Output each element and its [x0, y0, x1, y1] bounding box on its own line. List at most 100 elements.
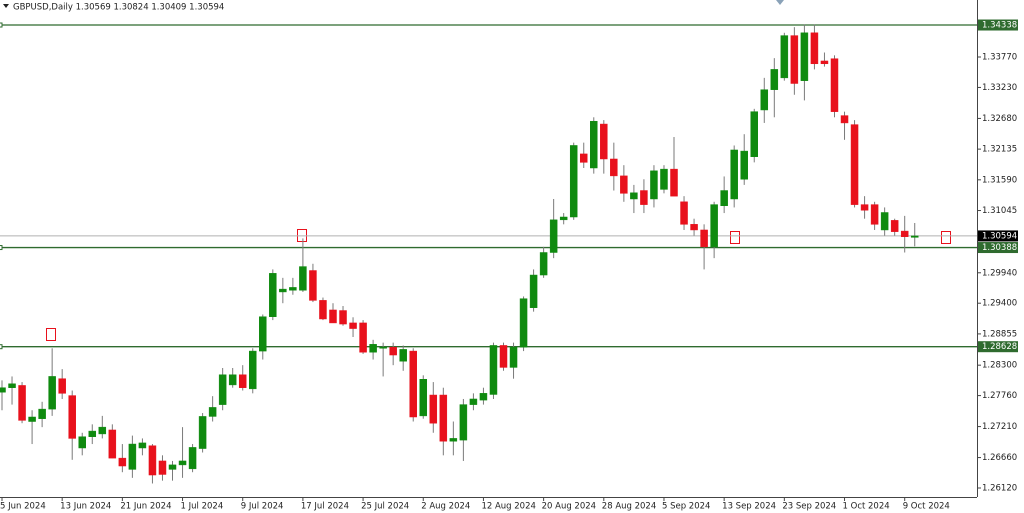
candle-body: [539, 252, 548, 276]
candle-body: [0, 387, 6, 393]
candle-body: [610, 158, 618, 177]
candle-body: [529, 274, 538, 308]
y-tick-label: 1.26660: [982, 453, 1017, 463]
candle-body: [690, 224, 698, 231]
candle-body: [620, 175, 628, 194]
candle-body: [549, 219, 558, 253]
y-tick-label: 1.28300: [982, 361, 1017, 371]
y-tick-label: 1.32135: [982, 145, 1017, 155]
candle-body: [168, 464, 177, 470]
candle-body: [238, 374, 247, 388]
candle-body: [289, 287, 297, 291]
candle-body: [349, 322, 357, 329]
x-tick-label: 9 Oct 2024: [903, 502, 950, 512]
candle-body: [810, 32, 819, 65]
candle-body: [720, 190, 728, 206]
candle-body: [359, 322, 367, 353]
candle-body: [429, 394, 438, 424]
candle-body: [208, 407, 217, 417]
candle-body: [389, 346, 397, 356]
candle-body: [860, 204, 869, 211]
candle-body: [58, 378, 66, 394]
candle-body: [579, 153, 588, 163]
level-label-bg: [978, 242, 1018, 254]
candle-body: [108, 429, 117, 459]
candle-body: [509, 346, 518, 368]
candle-body: [48, 376, 56, 410]
candle-body: [830, 58, 839, 112]
candle-body: [489, 345, 498, 395]
candle-body: [700, 229, 708, 248]
y-tick-label: 1.32680: [982, 114, 1017, 124]
candle-body: [880, 212, 889, 231]
candle-body: [439, 394, 448, 442]
candle-body: [259, 316, 267, 352]
signal-marker: [46, 328, 56, 341]
candle-body: [569, 145, 578, 218]
y-tick-label: 1.27210: [982, 422, 1017, 432]
candle-body: [770, 69, 779, 90]
candle-body: [740, 150, 748, 180]
y-tick-label: 1.33770: [982, 53, 1017, 63]
candle-body: [299, 266, 307, 291]
candle-body: [870, 204, 879, 225]
candle-body: [479, 393, 488, 401]
candle-body: [900, 230, 909, 237]
signal-marker: [730, 231, 740, 244]
candle-body: [419, 379, 428, 417]
candle-body: [820, 60, 829, 65]
signal-marker: [941, 231, 951, 244]
x-tick-label: 25 Jul 2024: [361, 502, 409, 512]
x-tick-label: 21 Jun 2024: [120, 502, 171, 512]
x-tick-label: 20 Aug 2024: [542, 502, 596, 512]
candle-body: [499, 345, 508, 368]
x-tick-label: 5 Jun 2024: [0, 502, 46, 512]
candle-body: [800, 32, 809, 81]
candle-body: [68, 395, 76, 439]
candle-body: [469, 398, 478, 405]
candle-body: [8, 383, 16, 388]
candle-body: [750, 111, 758, 157]
candle-body: [188, 447, 197, 470]
candle-body: [138, 442, 147, 449]
candle-body: [630, 192, 638, 200]
y-tick-label: 1.29940: [982, 268, 1017, 278]
candle-body: [600, 123, 608, 160]
candle-body: [650, 170, 658, 200]
level-label: 1.30388: [982, 243, 1017, 253]
candle-body: [78, 436, 86, 449]
candle-body: [850, 124, 859, 205]
candle-body: [519, 298, 528, 348]
x-tick-label: 28 Aug 2024: [602, 502, 656, 512]
level-anchor: [0, 344, 3, 350]
candle-body: [88, 430, 97, 437]
candle-body: [228, 374, 237, 386]
candle-body: [38, 408, 46, 419]
x-tick-label: 13 Jun 2024: [60, 502, 111, 512]
candle-body: [660, 168, 668, 190]
y-tick-label: 1.29400: [982, 299, 1017, 309]
symbol-menu-icon[interactable]: [3, 4, 9, 8]
x-tick-label: 12 Aug 2024: [481, 502, 535, 512]
candle-body: [670, 168, 678, 197]
candle-body: [279, 288, 287, 293]
y-tick-label: 1.26120: [982, 483, 1017, 493]
candle-body: [329, 309, 337, 324]
x-tick-label: 13 Sep 2024: [722, 502, 776, 512]
candle-body: [840, 115, 849, 124]
candle-body: [710, 204, 718, 248]
candle-body: [559, 216, 568, 221]
candle-body: [319, 300, 327, 320]
candle-body: [158, 460, 167, 475]
candle-body: [148, 445, 157, 476]
shift-marker: [776, 0, 784, 5]
candle-body: [118, 457, 127, 467]
candle-body: [198, 416, 207, 449]
x-tick-label: 2 Aug 2024: [421, 502, 470, 512]
candle-body: [780, 35, 789, 79]
candle-body: [790, 35, 799, 84]
y-tick-label: 1.27760: [982, 391, 1017, 401]
x-tick-label: 23 Sep 2024: [782, 502, 836, 512]
